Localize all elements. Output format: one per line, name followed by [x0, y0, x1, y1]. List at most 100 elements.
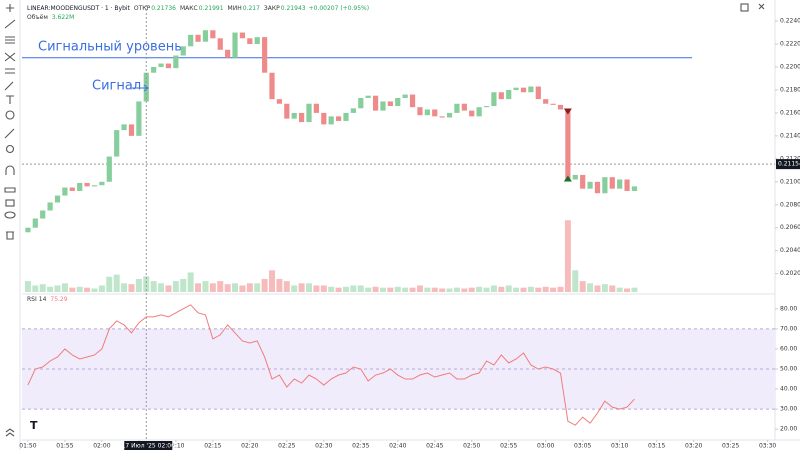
sell-marker — [563, 108, 572, 115]
candle — [40, 210, 46, 219]
tool-magnet[interactable] — [5, 165, 15, 175]
candle — [210, 30, 216, 39]
signal-level-label: Сигнальный уровень — [38, 39, 182, 54]
tool-brush[interactable] — [4, 81, 14, 91]
volume-bar — [232, 283, 239, 292]
volume-bar — [409, 287, 416, 292]
x-tick-label: 02:10 — [167, 443, 184, 450]
candle — [417, 107, 423, 116]
x-tick-label: 02:40 — [389, 443, 406, 450]
volume-bar — [601, 284, 608, 292]
tool-lock-draw[interactable] — [4, 187, 16, 193]
candle — [506, 89, 512, 100]
candle — [128, 124, 135, 136]
volume-bar — [579, 281, 586, 292]
candle — [188, 34, 194, 47]
toolbar[interactable] — [4, 0, 21, 450]
logo: T — [30, 419, 38, 432]
volume-bar — [261, 278, 268, 292]
candle — [483, 106, 490, 108]
volume-legend: Объём 3.622M — [27, 14, 74, 21]
volume-bar — [476, 286, 483, 292]
tool-cross[interactable] — [6, 4, 14, 12]
volume-bar — [550, 287, 557, 292]
volume-bar — [291, 285, 298, 292]
x-tick-label: 03:30 — [759, 443, 776, 450]
volume-bar — [224, 284, 231, 292]
candle — [158, 63, 164, 67]
candle — [372, 95, 379, 111]
candle — [254, 37, 260, 45]
candle — [25, 227, 31, 233]
rsi-legend: RSI 14 75.29 — [27, 296, 68, 303]
tool-fib[interactable] — [5, 36, 15, 44]
volume-bar — [394, 286, 401, 292]
candle — [276, 99, 283, 104]
candle — [402, 94, 408, 98]
candle — [587, 181, 593, 189]
candle — [291, 112, 297, 119]
tool-collapse[interactable] — [5, 428, 15, 437]
candle — [461, 103, 467, 111]
tool-pattern[interactable] — [4, 52, 16, 62]
candle — [602, 177, 608, 194]
candle — [557, 104, 564, 110]
candle — [617, 179, 623, 189]
volume-bar — [431, 287, 438, 292]
volume-bar — [564, 220, 571, 292]
tool-ruler[interactable] — [4, 128, 15, 139]
volume-bar — [498, 286, 505, 292]
buy-marker — [563, 175, 572, 182]
tool-line[interactable] — [4, 19, 16, 29]
ohlc-label: МИН — [228, 5, 242, 12]
volume-bar — [468, 287, 475, 292]
x-tick-label: 02:35 — [352, 443, 369, 450]
ohlc-label: ОТКР — [134, 5, 151, 12]
volume-bar — [483, 287, 490, 292]
candle — [99, 181, 105, 186]
volume-bar — [180, 278, 187, 292]
x-tick-label: 02:15 — [204, 443, 221, 450]
crosshair-label: 17 Июл '25 02:06 — [122, 443, 175, 450]
volume-bar — [91, 288, 98, 292]
candle — [535, 86, 541, 100]
candle — [313, 103, 319, 113]
tool-lock[interactable] — [5, 199, 15, 207]
ohlc-value: 0.21943 — [281, 5, 306, 12]
candle — [195, 34, 201, 42]
candle — [54, 195, 61, 203]
candle — [609, 177, 615, 189]
candle — [469, 110, 475, 117]
tool-eye[interactable] — [4, 211, 16, 219]
x-tick-label: 02:25 — [278, 443, 295, 450]
volume-bar — [624, 288, 631, 292]
rsi-tick-label: 80.00 — [780, 305, 797, 312]
candle — [624, 179, 630, 191]
close-button[interactable] — [758, 3, 765, 10]
tool-text[interactable] — [6, 95, 14, 104]
ohlc-label: ЗАКР — [264, 5, 280, 12]
volume-bar — [535, 287, 542, 292]
candle — [151, 66, 157, 73]
volume-bar — [416, 285, 423, 292]
volume-bar — [513, 287, 520, 292]
tool-trash[interactable] — [6, 231, 14, 240]
tool-channel[interactable] — [5, 68, 15, 74]
volume-bar — [150, 281, 157, 292]
symbol: LINEAR:MOODENGUSDT · 1 · Bybit — [27, 5, 131, 12]
volume-bar — [24, 281, 31, 292]
volume-bar — [505, 285, 512, 292]
volume-value: 3.622M — [52, 14, 74, 21]
window-button[interactable] — [740, 3, 749, 12]
volume-bar — [298, 283, 305, 292]
volume-bar — [350, 285, 357, 292]
volume-bar — [587, 283, 594, 292]
tool-zoom[interactable] — [5, 144, 15, 154]
tool-emoji[interactable] — [5, 110, 15, 120]
